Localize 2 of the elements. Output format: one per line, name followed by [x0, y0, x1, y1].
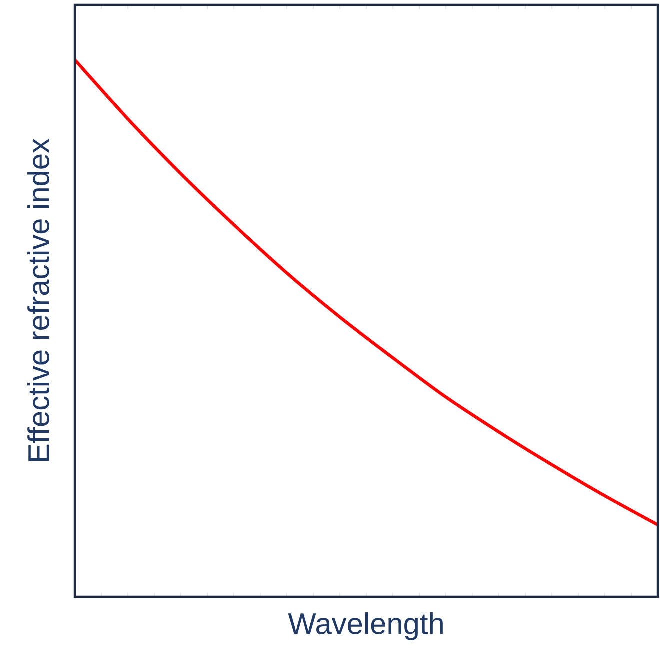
- x-axis-title: Wavelength: [288, 612, 443, 640]
- y-axis-title: Effective refractive index: [28, 138, 50, 462]
